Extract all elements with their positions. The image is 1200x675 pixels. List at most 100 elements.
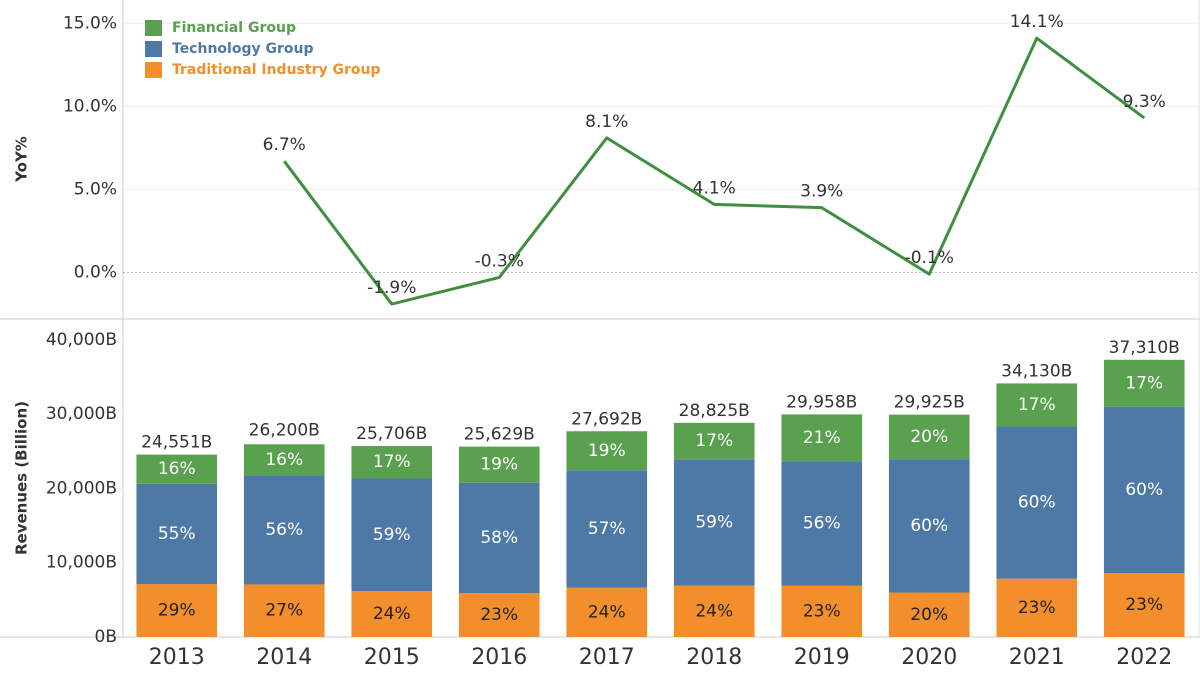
data-label: 16% (158, 459, 196, 479)
y-tick-label: 0.0% (74, 262, 117, 282)
data-label: -1.9% (367, 278, 416, 298)
legend-swatch (145, 20, 162, 36)
data-label: 24% (695, 601, 733, 621)
data-label: 4.1% (693, 178, 736, 198)
data-label: 16% (265, 450, 303, 470)
data-label: 21% (803, 428, 841, 448)
data-label: 17% (1018, 395, 1056, 415)
data-label: 59% (373, 525, 411, 545)
total-label: 25,629B (464, 425, 535, 445)
data-label: 60% (910, 516, 948, 536)
legend-swatch (145, 41, 162, 57)
bar-segment (566, 431, 648, 471)
total-label: 24,551B (141, 433, 212, 453)
data-label: 56% (803, 513, 841, 533)
data-label: 17% (373, 452, 411, 472)
total-label: 25,706B (356, 424, 427, 444)
y-tick-label: 10.0% (63, 96, 117, 116)
data-label: 9.3% (1123, 92, 1166, 112)
y-axis-title: YoY% (13, 136, 31, 183)
bar-segment (243, 475, 325, 585)
bar-segment (888, 414, 970, 460)
data-label: 23% (1018, 598, 1056, 618)
data-label: -0.1% (905, 248, 954, 268)
total-label: 28,825B (679, 401, 750, 421)
data-label: -0.3% (475, 251, 524, 271)
x-tick-label: 2021 (1009, 645, 1065, 670)
y-tick-label: 0B (95, 627, 117, 647)
x-tick-label: 2019 (794, 645, 850, 670)
data-label: 3.9% (800, 182, 843, 202)
bar-segment (566, 470, 648, 588)
data-label: 24% (588, 602, 626, 622)
bar-segment (1103, 573, 1185, 637)
y-tick-label: 10,000B (46, 553, 117, 573)
data-label: 17% (1125, 373, 1163, 393)
bar-segment (781, 414, 863, 462)
bar-segment (996, 578, 1078, 637)
data-label: 14.1% (1010, 12, 1064, 32)
legend-label: Financial Group (172, 20, 296, 36)
bar-segment (673, 422, 755, 460)
x-tick-label: 2016 (471, 645, 527, 670)
data-label: 19% (480, 455, 518, 475)
x-tick-label: 2018 (686, 645, 742, 670)
y-axis-title: Revenues (Billion) (13, 401, 31, 555)
total-label: 26,200B (249, 420, 320, 440)
bar-segment (996, 426, 1078, 579)
data-label: 8.1% (585, 112, 628, 132)
data-label: 17% (695, 431, 733, 451)
bar-segment (243, 444, 325, 476)
legend-label: Traditional Industry Group (172, 62, 380, 78)
bar-segment (136, 584, 218, 637)
bar-segment (781, 461, 863, 586)
data-label: 23% (1125, 595, 1163, 615)
bar-segment (996, 383, 1078, 427)
x-tick-label: 2013 (149, 645, 205, 670)
data-label: 23% (480, 605, 518, 625)
data-label: 29% (158, 601, 196, 621)
total-label: 29,925B (894, 393, 965, 413)
bar-segment (351, 591, 433, 637)
data-label: 56% (265, 520, 303, 540)
data-label: 19% (588, 441, 626, 461)
bar-segment (781, 585, 863, 637)
legend-label: Technology Group (172, 41, 313, 57)
bar-segment (351, 446, 433, 479)
x-tick-label: 2022 (1116, 645, 1172, 670)
bar-segment (458, 446, 540, 483)
y-tick-label: 30,000B (46, 404, 117, 424)
data-label: 60% (1018, 493, 1056, 513)
y-tick-label: 15.0% (63, 13, 117, 33)
y-tick-label: 5.0% (74, 179, 117, 199)
bar-segment (1103, 359, 1185, 407)
total-label: 29,958B (786, 392, 857, 412)
x-tick-label: 2015 (364, 645, 420, 670)
data-label: 58% (480, 528, 518, 548)
total-label: 34,130B (1001, 361, 1072, 381)
bar-segment (136, 483, 218, 585)
data-label: 59% (695, 512, 733, 532)
total-label: 27,692B (571, 409, 642, 429)
bar-segment (351, 478, 433, 592)
data-label: 55% (158, 524, 196, 544)
data-label: 6.7% (263, 135, 306, 155)
bar-segment (1103, 406, 1185, 574)
bar-segment (458, 482, 540, 594)
x-tick-label: 2014 (256, 645, 312, 670)
legend-swatch (145, 62, 162, 78)
data-label: 27% (265, 601, 303, 621)
data-label: 20% (910, 605, 948, 625)
line (283, 36, 1146, 306)
data-label: 24% (373, 604, 411, 624)
bar-segment (673, 585, 755, 637)
x-tick-label: 2020 (901, 645, 957, 670)
total-label: 37,310B (1109, 338, 1180, 358)
data-label: 20% (910, 427, 948, 447)
bar-segment (458, 593, 540, 637)
data-label: 23% (803, 601, 841, 621)
data-label: 57% (588, 519, 626, 539)
bar-segment (566, 587, 648, 637)
bar-segment (673, 459, 755, 586)
